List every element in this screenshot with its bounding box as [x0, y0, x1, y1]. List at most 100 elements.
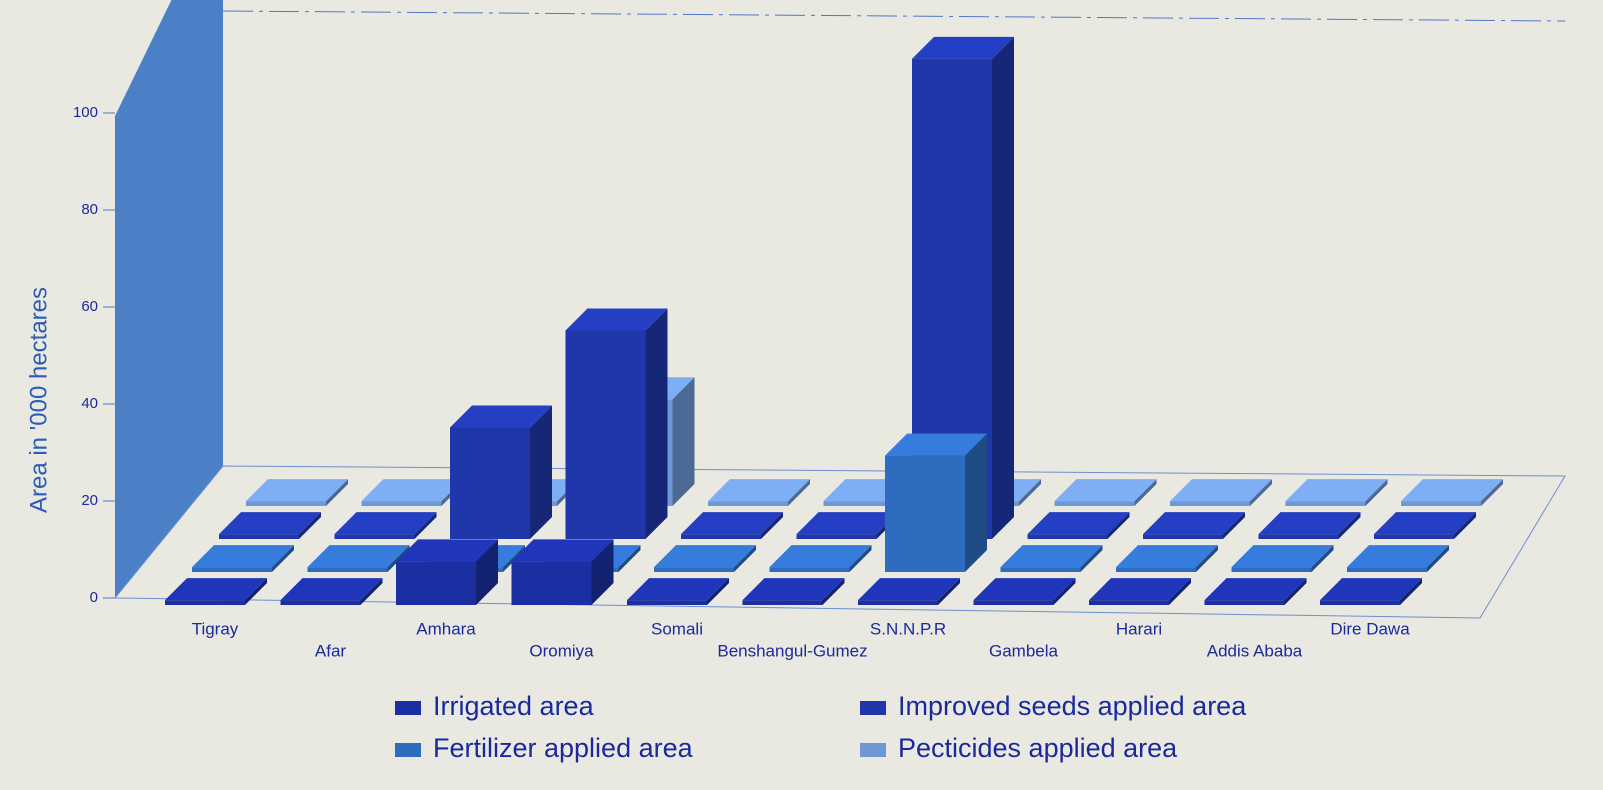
bar	[654, 567, 734, 572]
bar-3d	[334, 512, 437, 539]
x-tick-label: Gambela	[989, 641, 1059, 660]
bar-side	[1107, 512, 1130, 539]
bar-3d	[219, 512, 321, 539]
bar-3d	[742, 578, 845, 605]
bar-top	[1143, 512, 1245, 535]
bar-side	[788, 479, 810, 506]
bar	[1320, 600, 1400, 605]
x-tick-label: Addis Ababa	[1207, 641, 1303, 660]
bar-side	[849, 545, 872, 572]
bar-side	[1250, 479, 1272, 506]
floor	[113, 465, 1566, 619]
bar-side	[1134, 479, 1157, 506]
bar-side	[992, 36, 1014, 539]
bar-3d	[885, 433, 987, 572]
y-tick-label: 20	[81, 492, 98, 509]
bar-side	[1400, 578, 1422, 605]
bar-side	[245, 578, 267, 605]
bar	[511, 561, 592, 605]
bar-3d	[681, 512, 783, 539]
bar	[1116, 567, 1196, 572]
bar-3d	[1258, 512, 1361, 539]
bar-top	[1347, 545, 1449, 568]
bar-3d	[1231, 545, 1334, 572]
legend-swatch	[395, 743, 421, 757]
bar-3d	[165, 578, 267, 605]
bar-side	[476, 539, 498, 605]
bar-top	[396, 539, 498, 562]
bar-side	[707, 578, 729, 605]
bar-side	[360, 578, 383, 605]
bar	[1027, 534, 1108, 539]
bar-3d	[246, 479, 348, 506]
bar-top	[1116, 545, 1218, 568]
bar	[1204, 600, 1285, 605]
bar-top	[1231, 545, 1334, 568]
bar-side	[272, 545, 294, 572]
legend-swatch	[860, 701, 886, 715]
x-tick-label: Tigray	[192, 619, 239, 638]
bar-3d	[1204, 578, 1307, 605]
bar-top	[1258, 512, 1361, 535]
bar-side	[1223, 512, 1245, 539]
bar	[334, 534, 415, 539]
bar	[769, 567, 850, 572]
bar-side	[530, 405, 552, 539]
bar-side	[1338, 512, 1361, 539]
bar-top	[1374, 512, 1476, 535]
bar-top	[1089, 578, 1191, 601]
bar-side	[326, 479, 348, 506]
bar-top	[796, 512, 899, 535]
bar-side	[299, 512, 321, 539]
x-tick-label: Afar	[315, 641, 347, 660]
bar-3d	[1143, 512, 1245, 539]
y-tick-label: 60	[81, 298, 98, 315]
bar-top	[1027, 512, 1130, 535]
bar-side	[645, 308, 668, 539]
bar-top	[450, 405, 552, 428]
legend-label: Fertilizer applied area	[433, 733, 694, 763]
x-tick-label: Amhara	[416, 619, 476, 638]
legend-swatch	[860, 743, 886, 757]
bar-side	[1196, 545, 1218, 572]
bar-top	[1054, 479, 1157, 502]
bar-top	[1204, 578, 1307, 601]
bar-top	[858, 578, 960, 601]
bar	[1401, 501, 1481, 506]
legend-label: Improved seeds applied area	[898, 691, 1247, 721]
y-tick-label: 40	[81, 395, 98, 412]
bar-top	[769, 545, 872, 568]
bar	[307, 567, 388, 572]
x-tick-label: Dire Dawa	[1330, 619, 1410, 638]
back-top	[222, 10, 1566, 22]
bar-side	[965, 433, 987, 572]
bar-top	[654, 545, 756, 568]
bar	[681, 534, 761, 539]
bar-side	[761, 512, 783, 539]
bar	[627, 600, 707, 605]
bar-side	[387, 545, 410, 572]
bar-side	[1427, 545, 1449, 572]
bar	[742, 600, 823, 605]
bar-3d	[627, 578, 729, 605]
x-tick-label: Harari	[1116, 619, 1162, 638]
bar-3d	[361, 479, 464, 506]
bar-3d	[654, 545, 756, 572]
bar-top	[1000, 545, 1103, 568]
bar	[796, 534, 877, 539]
bar	[450, 427, 530, 539]
bar	[1089, 600, 1169, 605]
bar-3d	[450, 405, 552, 539]
bar-top	[912, 36, 1014, 59]
side-wall	[115, 0, 223, 598]
bar-3d	[1347, 545, 1449, 572]
bar-3d	[192, 545, 294, 572]
bar-3d	[1116, 545, 1218, 572]
legend-swatch	[395, 701, 421, 715]
bar-top	[742, 578, 845, 601]
bar-3d	[307, 545, 410, 572]
bar-3d	[396, 539, 498, 605]
bar-3d	[511, 539, 614, 605]
bar-3d	[280, 578, 383, 605]
bar	[973, 600, 1054, 605]
